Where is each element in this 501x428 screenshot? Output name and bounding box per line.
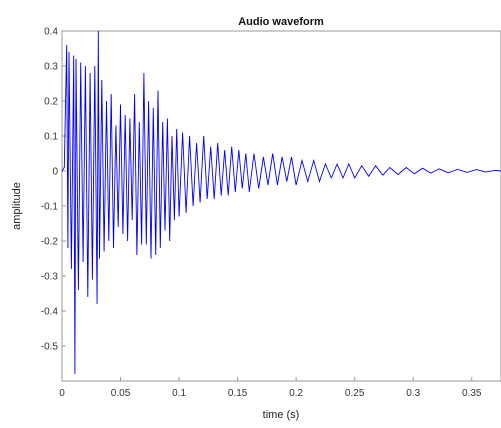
- y-tick-label: 0.3: [44, 62, 58, 73]
- x-axis-label: time (s): [263, 409, 300, 421]
- x-tick-label: 0.2: [289, 388, 303, 399]
- x-tick-label: 0.35: [462, 388, 482, 399]
- x-tick-label: 0.25: [345, 388, 365, 399]
- x-tick-label: 0.05: [111, 388, 131, 399]
- y-tick-label: -0.4: [41, 307, 59, 318]
- plot-area-frame: [61, 30, 501, 382]
- y-axis-ticks: 0.4 0.3 0.2 0.1 0 -0.1 -0.2 -0.3 -0.4 -0.5: [41, 27, 66, 353]
- x-tick-label: 0.15: [228, 388, 248, 399]
- x-tick-label: 0.3: [406, 388, 420, 399]
- y-tick-label: 0: [52, 167, 58, 178]
- y-tick-label: -0.1: [41, 202, 59, 213]
- x-axis-ticks: 0 0.05 0.1 0.15 0.2 0.25 0.3 0.35: [59, 377, 482, 399]
- y-tick-label: 0.4: [44, 27, 58, 38]
- waveform-series-line: [61, 30, 501, 375]
- y-tick-label: -0.2: [41, 237, 59, 248]
- x-tick-label: 0.1: [172, 388, 186, 399]
- y-axis-label: amplitude: [11, 182, 23, 230]
- x-tick-label: 0: [59, 388, 65, 399]
- chart-title: Audio waveform: [238, 16, 324, 28]
- y-tick-label: -0.3: [41, 272, 59, 283]
- y-tick-label: 0.1: [44, 132, 58, 143]
- y-tick-label: -0.5: [41, 342, 59, 353]
- y-tick-label: 0.2: [44, 97, 58, 108]
